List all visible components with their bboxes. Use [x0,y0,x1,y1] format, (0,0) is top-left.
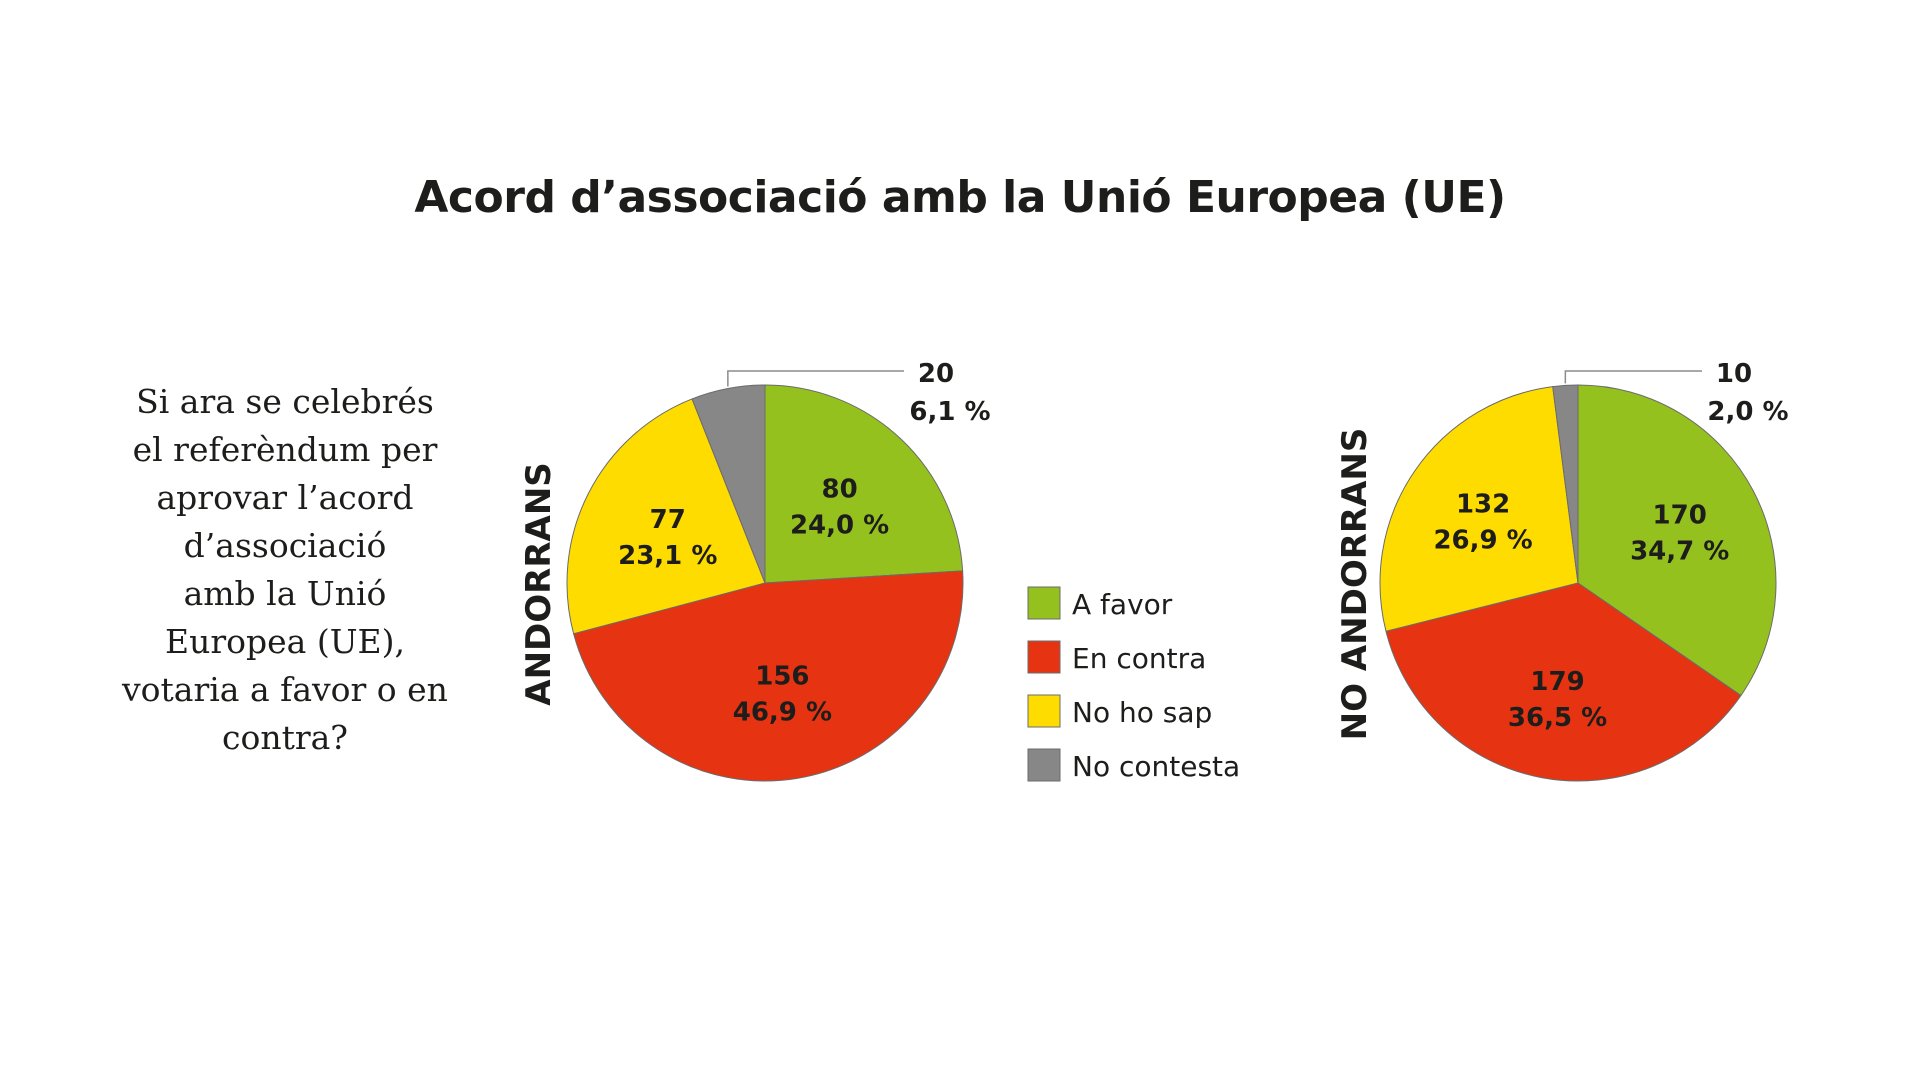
slice-percent-label: 36,5 % [1508,703,1607,733]
legend-label-a-favor: A favor [1072,588,1173,621]
pie-slice-no-ho-sap [1379,386,1579,632]
legend-label-en-contra: En contra [1072,642,1206,675]
slice-value-label: 20 [918,359,954,389]
legend-swatch-a-favor [1027,586,1061,620]
slice-percent-label: 34,7 % [1630,537,1729,567]
question-line: el referèndum per [132,430,438,469]
pie-chart-no-andorrans: 170 34,7 % 179 36,5 % 132 26,9 % 10 2,0 % [1379,359,1789,782]
survey-question: Si ara se celebrés el referèndum per apr… [120,378,450,762]
pie-slice-no-ho-sap [566,398,766,635]
slice-value-label: 77 [650,505,686,535]
slice-percent-label: 23,1 % [618,541,717,571]
legend-swatch-no-ho-sap [1027,694,1061,728]
legend-label-no-ho-sap: No ho sap [1072,696,1212,729]
callout-line [1564,370,1702,384]
slice-percent-label: 46,9 % [733,698,832,728]
pie-slice-a-favor [1577,384,1777,697]
slice-value-label: 10 [1716,359,1752,389]
slice-value-label: 179 [1530,667,1584,697]
slice-percent-label: 2,0 % [1707,397,1788,427]
pie-slice-no-contesta [1552,384,1579,584]
pie-slice-no-contesta [691,384,766,584]
question-line: aprovar l’acord [156,478,414,517]
pie-slice-en-contra [1385,582,1742,782]
slice-percent-label: 26,9 % [1433,525,1532,555]
slice-value-label: 80 [822,475,858,505]
pie-slice-en-contra [573,570,964,782]
slice-percent-label: 6,1 % [909,397,990,427]
chart-title: Acord d’associació amb la Unió Europea (… [414,172,1506,223]
legend-label-no-contesta: No contesta [1072,750,1240,783]
slice-value-label: 132 [1456,489,1510,519]
legend-swatch-en-contra [1027,640,1061,674]
question-line: amb la Unió [183,574,387,613]
slice-value-label: 156 [755,662,809,692]
pie-title-andorrans: ANDORRANS [519,462,559,706]
slice-value-label: 170 [1653,501,1707,531]
slice-percent-label: 24,0 % [790,511,889,541]
question-line: contra? [221,718,348,757]
pie-chart-andorrans: 80 24,0 % 156 46,9 % 77 23,1 % 20 6,1 % [566,359,991,782]
question-line: Si ara se celebrés [136,382,434,421]
question-line: d’associació [183,526,387,565]
legend: A favor En contra No ho sap No contesta [1027,586,1240,783]
legend-swatch-no-contesta [1027,748,1061,782]
question-line: Europea (UE), [165,622,405,661]
pie-slice-a-favor [764,384,964,584]
pie-title-no-andorrans: NO ANDORRANS [1335,428,1375,741]
callout-line [727,370,904,387]
question-line: votaria a favor o en [122,670,448,709]
